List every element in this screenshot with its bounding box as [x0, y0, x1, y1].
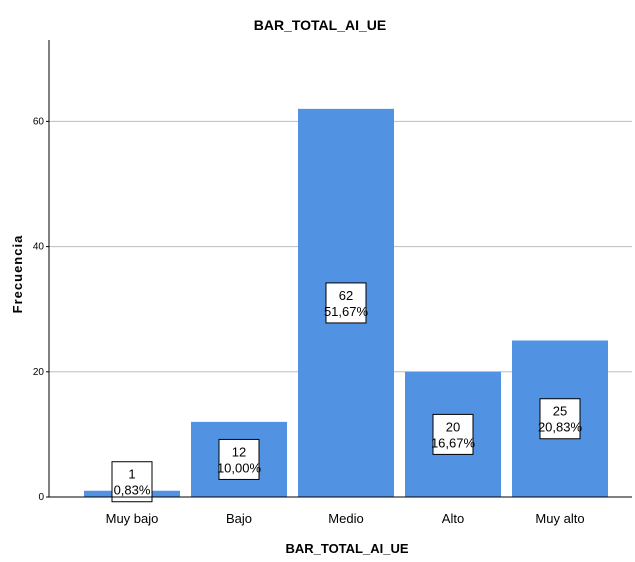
- data-label-count: 20: [446, 419, 460, 434]
- data-label-count: 12: [232, 444, 246, 459]
- data-label-percent: 10,00%: [217, 460, 262, 475]
- y-tick-labels: 0 20 40 60: [33, 116, 49, 503]
- data-label-percent: 16,67%: [431, 435, 476, 450]
- x-category-label: Bajo: [226, 511, 252, 526]
- y-tick-label: 0: [38, 492, 44, 503]
- y-tick-label: 20: [33, 367, 45, 378]
- axes: [48, 40, 632, 498]
- x-category-label: Muy alto: [535, 511, 584, 526]
- data-label-box: [539, 398, 581, 440]
- x-category-label: Medio: [328, 511, 363, 526]
- data-label-box: [325, 282, 367, 324]
- y-axis-title: Frecuencia: [10, 235, 25, 314]
- data-label: 10,83%: [111, 461, 153, 503]
- data-label-count: 62: [339, 288, 353, 303]
- data-label-box: [218, 438, 260, 480]
- y-tick-label: 40: [33, 242, 45, 253]
- chart-title: BAR_TOTAL_AI_UE: [254, 17, 387, 33]
- data-label-box: [111, 461, 153, 503]
- x-category-label: Alto: [442, 511, 464, 526]
- y-tick-label: 60: [33, 116, 45, 127]
- data-label-percent: 20,83%: [538, 420, 583, 435]
- data-label-box: [432, 413, 474, 455]
- data-label-count: 1: [128, 467, 135, 482]
- data-label-percent: 51,67%: [324, 304, 369, 319]
- data-label-percent: 0,83%: [114, 483, 151, 498]
- x-axis-title: BAR_TOTAL_AI_UE: [285, 541, 408, 556]
- data-label-count: 25: [553, 404, 567, 419]
- x-category-label: Muy bajo: [106, 511, 159, 526]
- x-category-labels: Muy bajo Bajo Medio Alto Muy alto: [106, 511, 585, 526]
